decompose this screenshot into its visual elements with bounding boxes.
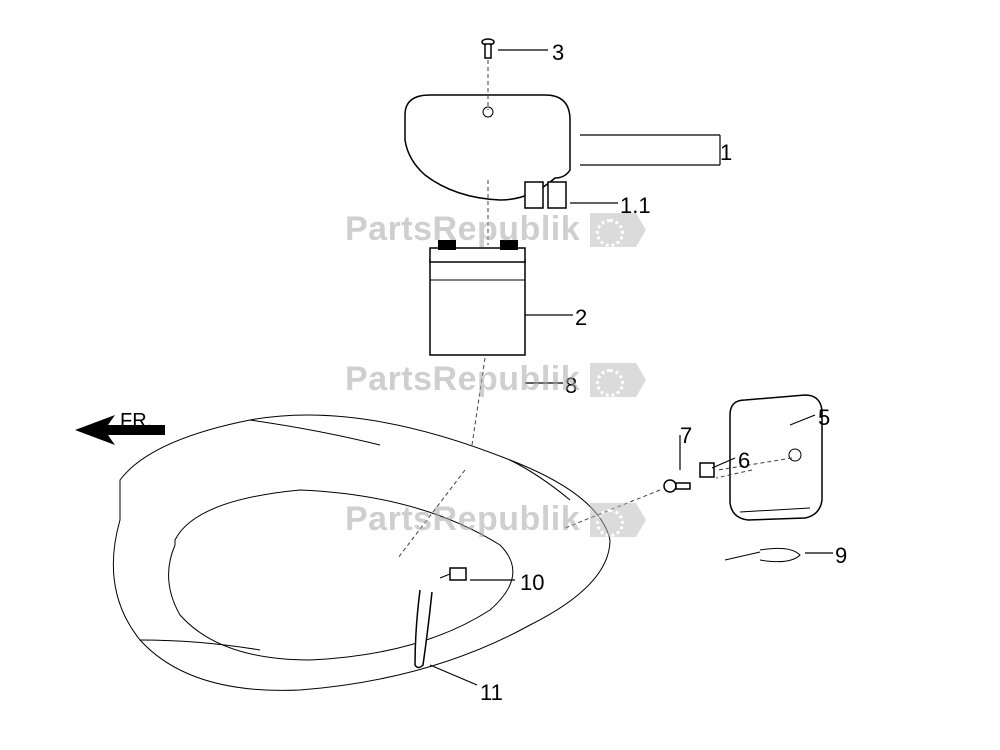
callout-label-11: 11 [480, 680, 503, 706]
callout-label-9: 9 [835, 543, 847, 569]
callout-label-6: 6 [738, 448, 750, 474]
box-contour-3 [140, 640, 260, 650]
diagram-svg [0, 0, 1000, 750]
front-indicator-label: FR. [120, 410, 152, 433]
leader-11 [430, 665, 477, 685]
part-clip-10 [440, 568, 466, 580]
part-bolt-7 [664, 480, 690, 492]
part-screw-3 [482, 39, 494, 58]
part-hose-11 [415, 590, 432, 668]
part-battery-2 [430, 240, 525, 355]
part-cover-1 [405, 95, 570, 200]
callout-label-5: 5 [818, 405, 830, 431]
part-foam-a [525, 182, 543, 208]
box-contour-2 [510, 460, 570, 500]
callout-label-7: 7 [680, 423, 692, 449]
parts-diagram: FR. 11.123567891011 PartsRepublikPartsRe… [0, 0, 1000, 750]
bracket-1 [580, 135, 720, 165]
callout-label-1: 1 [720, 140, 732, 166]
callout-label-3: 3 [552, 40, 564, 66]
box-contour-1 [250, 420, 380, 445]
part-helmet-box-outer [113, 415, 610, 690]
part-clip-6 [700, 463, 714, 477]
callout-label-2: 2 [575, 305, 587, 331]
part-tie-9 [725, 548, 800, 561]
part-foam-b [548, 182, 566, 208]
callout-label-1.1: 1.1 [620, 193, 651, 219]
callout-label-10: 10 [520, 570, 544, 596]
callout-label-8: 8 [565, 373, 577, 399]
